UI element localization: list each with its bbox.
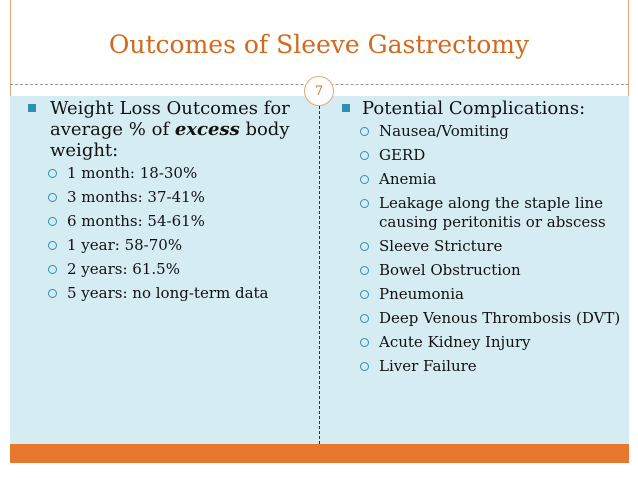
list-item-text: 6 months: 54-61% <box>67 212 205 230</box>
circle-bullet-icon <box>360 127 369 136</box>
circle-bullet-icon <box>360 362 369 371</box>
list-item: Sleeve Stricture <box>342 237 624 256</box>
list-item-text: Anemia <box>379 170 437 188</box>
list-item: Liver Failure <box>342 357 624 376</box>
list-item: Leakage along the staple line causing pe… <box>342 194 624 232</box>
circle-bullet-icon <box>48 289 57 298</box>
slide-number-badge: 7 <box>304 76 334 106</box>
circle-bullet-icon <box>48 241 57 250</box>
circle-bullet-icon <box>360 290 369 299</box>
square-bullet-icon <box>28 104 36 112</box>
list-item: 3 months: 37-41% <box>22 188 312 207</box>
list-item-text: Nausea/Vomiting <box>379 122 509 140</box>
square-bullet-icon <box>342 104 350 112</box>
circle-bullet-icon <box>360 314 369 323</box>
list-item: 6 months: 54-61% <box>22 212 312 231</box>
list-item-text: Liver Failure <box>379 357 477 375</box>
list-item-text: 5 years: no long-term data <box>67 284 269 302</box>
circle-bullet-icon <box>48 265 57 274</box>
list-item-text: GERD <box>379 146 426 164</box>
list-item-text: Sleeve Stricture <box>379 237 503 255</box>
left-column: Weight Loss Outcomes for average % of ex… <box>22 98 312 308</box>
circle-bullet-icon <box>360 266 369 275</box>
list-item: 1 year: 58-70% <box>22 236 312 255</box>
list-item: 5 years: no long-term data <box>22 284 312 303</box>
slide-title: Outcomes of Sleeve Gastrectomy <box>108 30 530 59</box>
list-item: 1 month: 18-30% <box>22 164 312 183</box>
left-heading-emphasis: excess <box>174 119 240 140</box>
list-item-text: 3 months: 37-41% <box>67 188 205 206</box>
left-heading-pre: Weight Loss Outcomes for average % of <box>50 98 290 140</box>
left-list: 1 month: 18-30% 3 months: 37-41% 6 months:… <box>22 164 312 303</box>
circle-bullet-icon <box>360 151 369 160</box>
list-item-text: Leakage along the staple line causing pe… <box>379 194 606 231</box>
right-column: Potential Complications: Nausea/Vomiting… <box>342 98 624 381</box>
list-item: Bowel Obstruction <box>342 261 624 280</box>
list-item-text: Acute Kidney Injury <box>379 333 531 351</box>
left-heading-post: body weight: <box>50 119 290 161</box>
list-item-text: Pneumonia <box>379 285 464 303</box>
list-item: Deep Venous Thrombosis (DVT) <box>342 309 624 328</box>
column-divider <box>319 96 320 444</box>
circle-bullet-icon <box>360 175 369 184</box>
list-item: Pneumonia <box>342 285 624 304</box>
left-heading: Weight Loss Outcomes for average % of ex… <box>22 98 312 161</box>
list-item: Acute Kidney Injury <box>342 333 624 352</box>
list-item: 2 years: 61.5% <box>22 260 312 279</box>
circle-bullet-icon <box>360 199 369 208</box>
list-item: GERD <box>342 146 624 165</box>
footer-bar <box>10 444 629 463</box>
circle-bullet-icon <box>48 169 57 178</box>
list-item-text: 1 year: 58-70% <box>67 236 183 254</box>
list-item: Nausea/Vomiting <box>342 122 624 141</box>
list-item-text: 2 years: 61.5% <box>67 260 180 278</box>
right-heading: Potential Complications: <box>342 98 624 119</box>
circle-bullet-icon <box>48 193 57 202</box>
right-list: Nausea/Vomiting GERD Anemia Leakage along t… <box>342 122 624 376</box>
list-item: Anemia <box>342 170 624 189</box>
circle-bullet-icon <box>48 217 57 226</box>
circle-bullet-icon <box>360 242 369 251</box>
list-item-text: Deep Venous Thrombosis (DVT) <box>379 309 621 327</box>
circle-bullet-icon <box>360 338 369 347</box>
list-item-text: 1 month: 18-30% <box>67 164 198 182</box>
list-item-text: Bowel Obstruction <box>379 261 521 279</box>
right-heading-text: Potential Complications: <box>362 98 586 119</box>
